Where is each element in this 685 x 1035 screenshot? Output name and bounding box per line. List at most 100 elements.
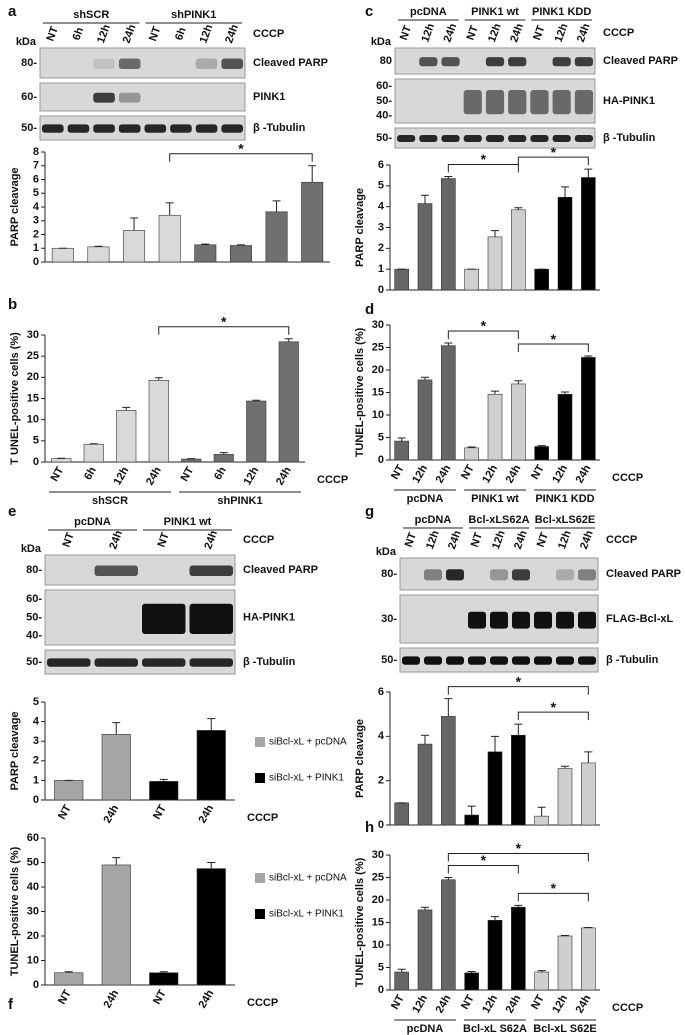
x-tick-label: NT bbox=[529, 463, 547, 482]
blot-band bbox=[189, 603, 233, 634]
bar bbox=[511, 209, 526, 291]
blot-header: PINK1 wt bbox=[471, 6, 519, 18]
kda-marker: 50- bbox=[21, 122, 37, 134]
treatment-label: CCCP bbox=[606, 534, 637, 546]
blot-band bbox=[94, 565, 138, 576]
lane-label: 6h bbox=[173, 26, 189, 42]
y-tick-label: 15 bbox=[372, 386, 384, 398]
significance-label: * bbox=[481, 852, 487, 868]
blot-band bbox=[441, 57, 460, 67]
y-tick-label: 25 bbox=[27, 350, 39, 362]
blot-band bbox=[508, 57, 527, 67]
panel-label: f bbox=[8, 996, 14, 1013]
kda-label: kDa bbox=[16, 36, 37, 48]
lane-label: 24h bbox=[442, 22, 460, 44]
y-tick-label: 1 bbox=[378, 263, 384, 275]
blot-band bbox=[424, 656, 442, 665]
kda-marker: 50- bbox=[26, 656, 42, 668]
legend-swatch bbox=[255, 873, 265, 883]
y-axis-title: TUNEL-positive cells (%) bbox=[354, 327, 366, 457]
bar bbox=[394, 802, 409, 826]
group-label: PINK1 KDD bbox=[535, 493, 594, 505]
y-tick-label: 10 bbox=[372, 939, 384, 951]
lane-label: NT bbox=[403, 531, 419, 549]
bar bbox=[464, 447, 479, 461]
panel-label: a bbox=[8, 3, 17, 20]
blot-band bbox=[534, 656, 552, 665]
y-axis-title: TUNEL-positive cells (%) bbox=[9, 846, 21, 976]
bar bbox=[417, 743, 433, 826]
lane-label: NT bbox=[535, 531, 551, 549]
bar bbox=[557, 393, 573, 461]
x-tick-label: NT bbox=[151, 988, 169, 1007]
blot-band bbox=[118, 124, 141, 133]
y-tick-label: 60 bbox=[27, 832, 39, 844]
bar bbox=[534, 446, 549, 461]
error-bar bbox=[252, 399, 261, 402]
blot-header: pcDNA bbox=[410, 6, 447, 18]
lane-label: 24h bbox=[223, 23, 241, 45]
error-bar bbox=[397, 968, 406, 972]
blot-header: shSCR bbox=[73, 9, 109, 21]
lane-label: 12h bbox=[553, 22, 571, 44]
significance-label: * bbox=[221, 314, 227, 330]
blot-row-label: PINK1 bbox=[253, 91, 285, 103]
bar bbox=[511, 906, 526, 991]
bar bbox=[534, 971, 549, 991]
y-tick-label: 6 bbox=[33, 173, 39, 185]
lane-label: NT bbox=[156, 531, 172, 549]
lane-label: 12h bbox=[419, 22, 437, 44]
bar bbox=[278, 341, 299, 463]
x-tick-label: 24h bbox=[274, 465, 294, 488]
bar bbox=[101, 864, 131, 986]
error-bar bbox=[584, 751, 593, 763]
bar bbox=[158, 214, 181, 263]
x-tick-label: NT bbox=[56, 803, 74, 822]
y-tick-label: 7 bbox=[33, 160, 39, 172]
blot-band bbox=[556, 611, 574, 629]
panel-label: g bbox=[365, 503, 374, 520]
bar bbox=[394, 268, 409, 291]
blot-band bbox=[556, 656, 574, 665]
blot-row-label: Cleaved PARP bbox=[253, 57, 328, 69]
y-tick-label: 0 bbox=[33, 794, 39, 806]
kda-marker: 50- bbox=[381, 654, 397, 666]
blot-row-label: β -Tubulin bbox=[603, 132, 656, 144]
bar bbox=[149, 972, 179, 986]
blot-band bbox=[142, 658, 186, 667]
error-bar bbox=[236, 244, 245, 246]
blot-row-label: HA-PINK1 bbox=[243, 611, 295, 623]
blot-row bbox=[39, 47, 246, 79]
blot-band bbox=[552, 90, 571, 115]
blot-band bbox=[508, 90, 527, 115]
error-bar bbox=[219, 452, 228, 455]
blot-header: pcDNA bbox=[74, 516, 111, 528]
blot-band bbox=[485, 57, 505, 67]
blot-row-label: Cleaved PARP bbox=[603, 55, 678, 67]
blot-band bbox=[93, 124, 115, 133]
error-bar bbox=[537, 970, 546, 972]
blot-band bbox=[397, 135, 416, 142]
x-tick-label: 24h bbox=[504, 993, 524, 1016]
blot-band bbox=[463, 90, 482, 115]
bar bbox=[534, 268, 549, 291]
y-tick-label: 50 bbox=[27, 856, 39, 868]
significance-label: * bbox=[551, 699, 557, 715]
significance-bracket bbox=[158, 326, 290, 335]
blot-row bbox=[39, 82, 246, 112]
blot-row-label: HA-PINK1 bbox=[603, 95, 655, 107]
x-tick-label: 24h bbox=[196, 803, 216, 826]
blot-row-label: FLAG-Bcl-xL bbox=[606, 613, 674, 625]
significance-label: * bbox=[238, 140, 244, 156]
y-axis-title: T UNEL-positive cells (%) bbox=[9, 332, 21, 465]
x-tick-label: 12h bbox=[410, 993, 430, 1016]
error-bar bbox=[112, 857, 121, 865]
blot-band bbox=[93, 58, 115, 69]
bar bbox=[581, 927, 596, 991]
x-tick-label: 24h bbox=[434, 463, 454, 486]
blot-row-label: β -Tubulin bbox=[606, 654, 659, 666]
bar bbox=[441, 879, 456, 991]
y-tick-label: 0 bbox=[378, 454, 384, 466]
bar bbox=[441, 716, 456, 826]
y-tick-label: 4 bbox=[378, 201, 385, 213]
